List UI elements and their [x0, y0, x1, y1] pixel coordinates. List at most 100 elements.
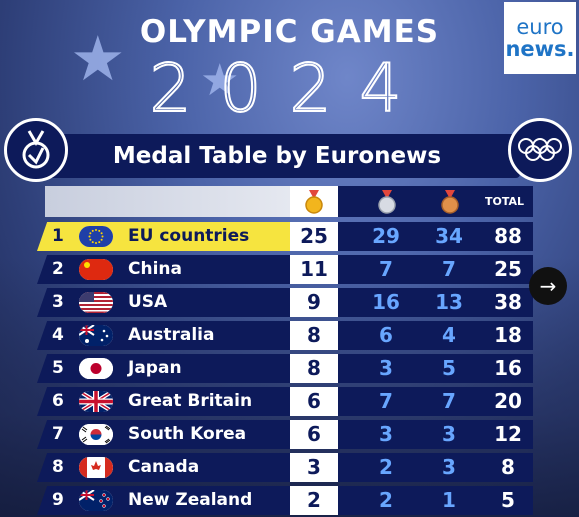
country-flag [79, 358, 113, 379]
silver-count: 3 [379, 356, 393, 380]
next-button[interactable]: → [529, 267, 567, 305]
silver-count: 2 [379, 455, 393, 479]
total-count: 16 [494, 356, 522, 380]
country-flag [79, 424, 113, 445]
olympic-rings-icon [508, 118, 572, 182]
table-row: 3 USA 9 16 13 38 [37, 288, 533, 317]
rank: 9 [52, 490, 64, 510]
bronze-count: 13 [435, 290, 463, 314]
bronze-count: 3 [442, 455, 456, 479]
gold-cell [290, 321, 338, 350]
country-name: Japan [128, 358, 182, 378]
total-count: 12 [494, 422, 522, 446]
total-count: 8 [501, 455, 515, 479]
gold-medal-icon [305, 190, 323, 214]
bronze-count: 7 [442, 257, 456, 281]
rank: 1 [52, 226, 64, 246]
medal-cells [338, 222, 533, 251]
gold-count: 3 [307, 455, 321, 479]
rank: 2 [52, 259, 64, 279]
total-count: 18 [494, 323, 522, 347]
silver-medal-icon [378, 190, 396, 214]
rank: 4 [52, 325, 64, 345]
table-row: 6 Great Britain 6 7 7 20 [37, 387, 533, 416]
medal-cells [338, 321, 533, 350]
total-count: 5 [501, 488, 515, 512]
country-name: China [128, 259, 182, 279]
total-count: 38 [494, 290, 522, 314]
country-flag [79, 292, 113, 313]
country-flag [79, 490, 113, 511]
country-flag [79, 457, 113, 478]
medal-icon [4, 118, 68, 182]
total-count: 25 [494, 257, 522, 281]
silver-count: 16 [372, 290, 400, 314]
gold-cell [290, 288, 338, 317]
country-name: EU countries [128, 226, 250, 246]
table-row: 5 Japan 8 3 5 16 [37, 354, 533, 383]
table-row: 1 EU countries 25 29 34 88 [37, 222, 533, 251]
decorative-star: ★ [70, 22, 126, 95]
medal-cells [338, 453, 533, 482]
gold-count: 6 [307, 389, 321, 413]
country-name: USA [128, 292, 168, 312]
column-header: TOTAL [45, 186, 533, 217]
table-row: 7 South Korea 6 3 3 12 [37, 420, 533, 449]
rank: 6 [52, 391, 64, 411]
country-name: Great Britain [128, 391, 253, 411]
event-title: OLYMPIC GAMES [139, 14, 440, 50]
country-name: Canada [128, 457, 200, 477]
medal-cells [338, 420, 533, 449]
gold-cell [290, 222, 338, 251]
gold-cell [290, 255, 338, 284]
medal-cells [338, 255, 533, 284]
silver-count: 29 [372, 224, 400, 248]
country-flag [79, 391, 113, 412]
gold-count: 9 [307, 290, 321, 314]
medal-cells [338, 288, 533, 317]
silver-count: 7 [379, 257, 393, 281]
gold-cell [290, 354, 338, 383]
header-spacer [45, 186, 290, 217]
country-flag [79, 325, 113, 346]
gold-count: 8 [307, 356, 321, 380]
gold-cell [290, 387, 338, 416]
table-row: 4 Australia 8 6 4 18 [37, 321, 533, 350]
gold-count: 25 [300, 224, 328, 248]
total-count: 20 [494, 389, 522, 413]
euronews-logo: euro news. [504, 2, 576, 74]
table-row: 2 China 11 7 7 25 [37, 255, 533, 284]
gold-cell [290, 453, 338, 482]
rank: 7 [52, 424, 64, 444]
bronze-count: 1 [442, 488, 456, 512]
logo-line-1: euro [516, 15, 564, 39]
table-row: 9 New Zealand 2 2 1 5 [37, 486, 533, 515]
gold-count: 6 [307, 422, 321, 446]
country-name: New Zealand [128, 490, 253, 510]
bronze-count: 3 [442, 422, 456, 446]
medal-cells [338, 354, 533, 383]
medal-columns-header [338, 186, 533, 217]
bronze-count: 7 [442, 389, 456, 413]
rank: 8 [52, 457, 64, 477]
country-name: Australia [128, 325, 215, 345]
rank: 3 [52, 292, 64, 312]
country-flag [79, 259, 113, 280]
total-column-label: TOTAL [485, 195, 525, 208]
country-flag [79, 226, 113, 247]
gold-count: 2 [307, 488, 321, 512]
decorative-star: ★ [200, 55, 240, 106]
gold-count: 8 [307, 323, 321, 347]
silver-count: 2 [379, 488, 393, 512]
event-year: 2024 [149, 49, 430, 128]
country-name: South Korea [128, 424, 247, 444]
total-count: 88 [494, 224, 522, 248]
silver-count: 6 [379, 323, 393, 347]
medal-cells [338, 387, 533, 416]
rank: 5 [52, 358, 64, 378]
gold-cell [290, 486, 338, 515]
logo-line-2: news. [505, 37, 575, 61]
table-row: 8 Canada 3 2 3 8 [37, 453, 533, 482]
bronze-count: 5 [442, 356, 456, 380]
silver-count: 3 [379, 422, 393, 446]
